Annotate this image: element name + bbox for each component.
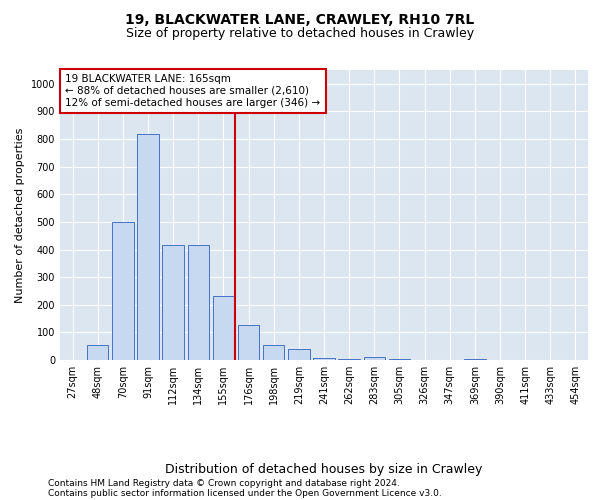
Bar bbox=[288, 349, 310, 360]
Y-axis label: Number of detached properties: Number of detached properties bbox=[15, 128, 25, 302]
Bar bbox=[188, 246, 209, 360]
Bar bbox=[137, 134, 158, 360]
Text: Contains HM Land Registry data © Crown copyright and database right 2024.: Contains HM Land Registry data © Crown c… bbox=[48, 478, 400, 488]
Bar bbox=[87, 345, 109, 360]
Bar bbox=[338, 358, 360, 360]
Bar bbox=[238, 326, 259, 360]
Bar bbox=[112, 222, 134, 360]
Text: Distribution of detached houses by size in Crawley: Distribution of detached houses by size … bbox=[166, 464, 482, 476]
Bar bbox=[389, 358, 410, 360]
Text: 19 BLACKWATER LANE: 165sqm
← 88% of detached houses are smaller (2,610)
12% of s: 19 BLACKWATER LANE: 165sqm ← 88% of deta… bbox=[65, 74, 320, 108]
Bar bbox=[163, 246, 184, 360]
Bar bbox=[464, 358, 485, 360]
Text: Contains public sector information licensed under the Open Government Licence v3: Contains public sector information licen… bbox=[48, 488, 442, 498]
Bar bbox=[263, 345, 284, 360]
Text: Size of property relative to detached houses in Crawley: Size of property relative to detached ho… bbox=[126, 28, 474, 40]
Text: 19, BLACKWATER LANE, CRAWLEY, RH10 7RL: 19, BLACKWATER LANE, CRAWLEY, RH10 7RL bbox=[125, 12, 475, 26]
Bar bbox=[364, 357, 385, 360]
Bar bbox=[313, 358, 335, 360]
Bar bbox=[213, 296, 234, 360]
